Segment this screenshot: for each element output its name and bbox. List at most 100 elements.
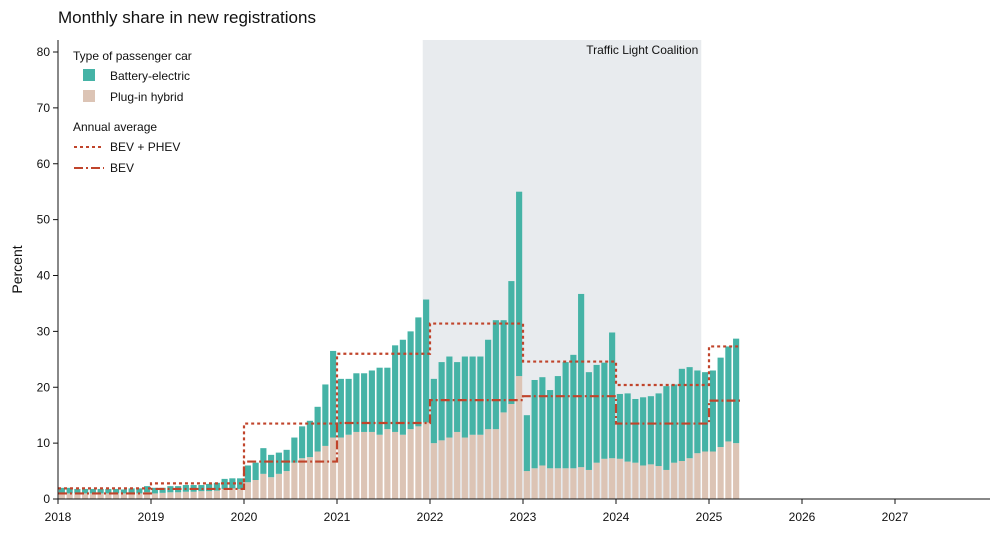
bar-phev-2021-01 <box>337 437 344 499</box>
bar-phev-2022-11 <box>508 404 515 499</box>
y-tick-label: 30 <box>37 324 51 338</box>
chart-title: Monthly share in new registrations <box>58 8 316 27</box>
legend-phev-label: Plug-in hybrid <box>110 90 183 104</box>
bar-phev-2023-08 <box>578 467 585 499</box>
bar-phev-2022-03 <box>446 437 453 499</box>
bar-bev-2021-02 <box>345 378 352 435</box>
bar-bev-2020-02 <box>252 462 259 481</box>
bar-bev-2018-10 <box>128 488 135 493</box>
bar-phev-2018-01 <box>58 493 65 499</box>
bar-phev-2019-04 <box>175 492 182 499</box>
legend-avg-title: Annual average <box>73 120 157 134</box>
bar-bev-2021-05 <box>368 370 375 432</box>
bar-phev-2018-06 <box>97 493 104 499</box>
bar-bev-2023-03 <box>539 377 546 466</box>
bar-phev-2022-01 <box>430 443 437 499</box>
bar-phev-2021-04 <box>361 431 368 499</box>
bar-phev-2024-09 <box>678 461 685 499</box>
bar-phev-2023-02 <box>531 468 538 499</box>
bar-bev-2021-08 <box>392 345 399 432</box>
bar-phev-2019-01 <box>151 493 158 499</box>
bar-bev-2022-09 <box>492 320 499 430</box>
bar-bev-2022-01 <box>430 378 437 444</box>
bar-phev-2018-09 <box>120 493 127 499</box>
bar-phev-2018-07 <box>105 493 112 499</box>
bar-bev-2020-07 <box>291 437 298 463</box>
bar-phev-2019-03 <box>167 492 174 499</box>
x-tick-label: 2019 <box>138 510 165 524</box>
bar-bev-2024-04 <box>640 397 647 466</box>
bar-phev-2021-11 <box>415 426 422 499</box>
bar-phev-2019-08 <box>206 491 213 499</box>
bar-phev-2019-10 <box>221 488 228 499</box>
bar-phev-2022-10 <box>500 412 507 499</box>
bar-bev-2025-03 <box>725 346 732 442</box>
bar-phev-2018-12 <box>144 492 151 499</box>
coalition-label: Traffic Light Coalition <box>586 43 698 57</box>
bar-bev-2018-07 <box>105 488 112 494</box>
legend: Type of passenger car Battery-electric P… <box>73 49 192 175</box>
bar-bev-2023-02 <box>531 379 538 469</box>
bar-phev-2021-07 <box>384 429 391 499</box>
bar-bev-2018-03 <box>74 488 81 494</box>
x-tick-label: 2022 <box>417 510 444 524</box>
bar-bev-2020-01 <box>244 465 251 483</box>
bar-bev-2019-09 <box>213 482 220 491</box>
bar-bev-2019-11 <box>229 478 236 489</box>
bar-bev-2019-07 <box>198 485 205 492</box>
bar-phev-2023-03 <box>539 465 546 499</box>
bar-bev-2019-03 <box>167 486 174 493</box>
bar-phev-2018-02 <box>66 493 73 499</box>
bar-bev-2018-09 <box>120 489 127 494</box>
bar-bev-2023-11 <box>601 362 608 459</box>
bar-bev-2020-11 <box>322 384 329 446</box>
bar-phev-2020-05 <box>275 473 282 499</box>
bar-bev-2021-06 <box>376 367 383 435</box>
bar-phev-2023-12 <box>609 458 616 499</box>
bar-bev-2018-08 <box>113 488 120 494</box>
bar-phev-2019-09 <box>213 490 220 499</box>
y-tick-label: 70 <box>37 101 51 115</box>
y-tick-label: 60 <box>37 157 51 171</box>
bar-phev-2025-03 <box>725 441 732 499</box>
bar-phev-2024-07 <box>663 469 670 499</box>
bars-group <box>58 191 740 499</box>
legend-bev-avg-label: BEV <box>110 161 134 175</box>
bar-bev-2022-11 <box>508 281 515 405</box>
x-tick-label: 2027 <box>882 510 909 524</box>
bar-bev-2023-10 <box>593 364 600 463</box>
bar-phev-2020-02 <box>252 480 259 499</box>
legend-type-title: Type of passenger car <box>73 49 192 63</box>
bar-bev-2022-05 <box>461 356 468 438</box>
bar-phev-2018-03 <box>74 493 81 499</box>
bar-bev-2024-10 <box>686 367 693 459</box>
bar-phev-2018-11 <box>136 493 143 499</box>
bar-phev-2023-11 <box>601 458 608 499</box>
bar-bev-2023-01 <box>523 415 530 472</box>
bar-phev-2023-09 <box>585 469 592 499</box>
legend-total-label: BEV + PHEV <box>110 140 180 154</box>
bar-bev-2022-03 <box>446 356 453 438</box>
bar-phev-2021-02 <box>345 434 352 499</box>
bar-phev-2025-01 <box>709 451 716 499</box>
x-tick-label: 2020 <box>231 510 258 524</box>
x-tick-label: 2025 <box>696 510 723 524</box>
bar-phev-2018-10 <box>128 492 135 499</box>
bar-bev-2020-05 <box>275 452 282 474</box>
bar-phev-2022-08 <box>485 429 492 499</box>
bar-bev-2018-04 <box>82 488 89 494</box>
bar-bev-2020-04 <box>268 454 275 478</box>
bar-phev-2021-06 <box>376 434 383 499</box>
bar-bev-2023-06 <box>562 362 569 469</box>
bar-phev-2024-03 <box>632 462 639 499</box>
bar-phev-2024-05 <box>647 464 654 499</box>
x-ticks: 2018 2019 2020 2021 2022 2023 2024 2025 2026 2027 <box>45 499 909 524</box>
y-tick-label: 40 <box>37 269 51 283</box>
bar-phev-2024-06 <box>655 466 662 499</box>
bar-phev-2020-09 <box>306 457 313 499</box>
bar-bev-2024-06 <box>655 393 662 467</box>
bar-bev-2022-07 <box>477 356 484 435</box>
bar-phev-2020-04 <box>268 477 275 499</box>
bar-bev-2020-10 <box>314 406 321 452</box>
bar-bev-2022-02 <box>438 362 445 441</box>
